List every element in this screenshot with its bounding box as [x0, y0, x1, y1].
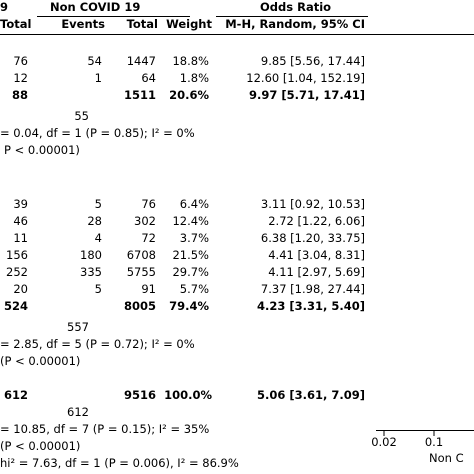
overall-weight: 100.0%: [164, 388, 212, 402]
weight-cell: 29.7%: [172, 265, 209, 279]
subtotal-covid-total: 524: [3, 299, 28, 313]
overall-covid-total: 612: [3, 388, 28, 402]
events-cell: 180: [80, 248, 102, 262]
events-cell: 4: [94, 231, 102, 245]
covid-total-cell: 39: [13, 197, 28, 211]
overall-effect-text: (P < 0.00001): [0, 354, 81, 368]
events-cell: 5: [94, 282, 102, 296]
column-header-weight: Weight: [166, 17, 212, 31]
non-covid-group-header: Non COVID 19: [50, 0, 141, 14]
axis-tick-label: 0.02: [371, 435, 397, 449]
header-bottom-rule: [0, 34, 474, 35]
odds-ratio-ci-cell: 4.41 [3.04, 8.31]: [268, 248, 365, 262]
axis-tick-label: 0.1: [424, 435, 444, 449]
events-cell: 1: [94, 71, 102, 85]
subtotal-total: 1511: [123, 88, 156, 102]
covid-total-header-partial: 9: [0, 0, 9, 14]
heterogeneity-text: = 2.85, df = 5 (P = 0.72); I² = 0%: [0, 337, 195, 351]
subtotal-weight: 20.6%: [169, 88, 209, 102]
odds-ratio-ci-cell: 12.60 [1.04, 152.19]: [246, 71, 365, 85]
total-cell: 302: [134, 214, 156, 228]
weight-cell: 1.8%: [179, 71, 209, 85]
subtotal-ci: 9.97 [5.71, 17.41]: [248, 88, 365, 102]
subtotal-weight: 79.4%: [169, 299, 209, 313]
odds-ratio-ci-cell: 7.37 [1.98, 27.44]: [260, 282, 365, 296]
weight-cell: 3.7%: [179, 231, 209, 245]
column-header-events: Events: [61, 17, 105, 31]
weight-cell: 5.7%: [179, 282, 209, 296]
covid-total-cell: 76: [13, 54, 28, 68]
odds-ratio-header: Odds Ratio: [260, 0, 332, 14]
odds-ratio-ci-cell: 9.85 [5.56, 17.44]: [260, 54, 365, 68]
total-cell: 76: [141, 197, 156, 211]
events-total: 55: [74, 109, 89, 123]
covid-total-cell: 11: [13, 231, 28, 245]
covid-total-cell: 156: [6, 248, 28, 262]
odds-ratio-ci-cell: 2.72 [1.22, 6.06]: [268, 214, 365, 228]
events-cell: 335: [80, 265, 102, 279]
overall-effect-text: P < 0.00001): [4, 143, 80, 157]
covid-total-cell: 20: [13, 282, 28, 296]
weight-cell: 21.5%: [172, 248, 209, 262]
covid-total-cell: 252: [6, 265, 28, 279]
overall-heterogeneity-text: = 10.85, df = 7 (P = 0.15); I² = 35%: [0, 422, 210, 436]
subtotal-covid-total: 88: [11, 88, 28, 102]
overall-total: 9516: [123, 388, 156, 402]
column-header-method: M-H, Random, 95% CI: [225, 17, 365, 31]
covid-total-cell: 46: [13, 214, 28, 228]
odds-ratio-ci-cell: 4.11 [2.97, 5.69]: [268, 265, 365, 279]
weight-cell: 6.4%: [179, 197, 209, 211]
heterogeneity-text: = 0.04, df = 1 (P = 0.85); I² = 0%: [0, 126, 195, 140]
subgroup-difference-text: hi² = 7.63, df = 1 (P = 0.006), I² = 86.…: [0, 456, 239, 470]
total-cell: 91: [141, 282, 156, 296]
header-underline-odds-ratio: [216, 16, 368, 17]
total-cell: 6708: [126, 248, 156, 262]
odds-ratio-ci-cell: 6.38 [1.20, 33.75]: [260, 231, 365, 245]
events-cell: 28: [87, 214, 102, 228]
axis-side-label: Non C: [429, 451, 464, 465]
total-cell: 64: [141, 71, 156, 85]
subtotal-ci: 4.23 [3.31, 5.40]: [256, 299, 365, 313]
overall-effect-text: (P < 0.00001): [0, 439, 81, 453]
weight-cell: 12.4%: [172, 214, 209, 228]
overall-events-total: 612: [67, 405, 89, 419]
header-underline-non-covid: [37, 16, 190, 17]
covid-total-cell: 12: [13, 71, 28, 85]
odds-ratio-ci-cell: 3.11 [0.92, 10.53]: [260, 197, 365, 211]
total-cell: 1447: [126, 54, 156, 68]
weight-cell: 18.8%: [172, 54, 209, 68]
total-cell: 72: [141, 231, 156, 245]
events-total: 557: [67, 320, 89, 334]
column-header-total-left: Total: [0, 17, 32, 31]
column-header-total: Total: [126, 17, 158, 31]
overall-ci: 5.06 [3.61, 7.09]: [256, 388, 365, 402]
total-cell: 5755: [126, 265, 156, 279]
events-cell: 5: [94, 197, 102, 211]
events-cell: 54: [87, 54, 102, 68]
subtotal-total: 8005: [123, 299, 156, 313]
